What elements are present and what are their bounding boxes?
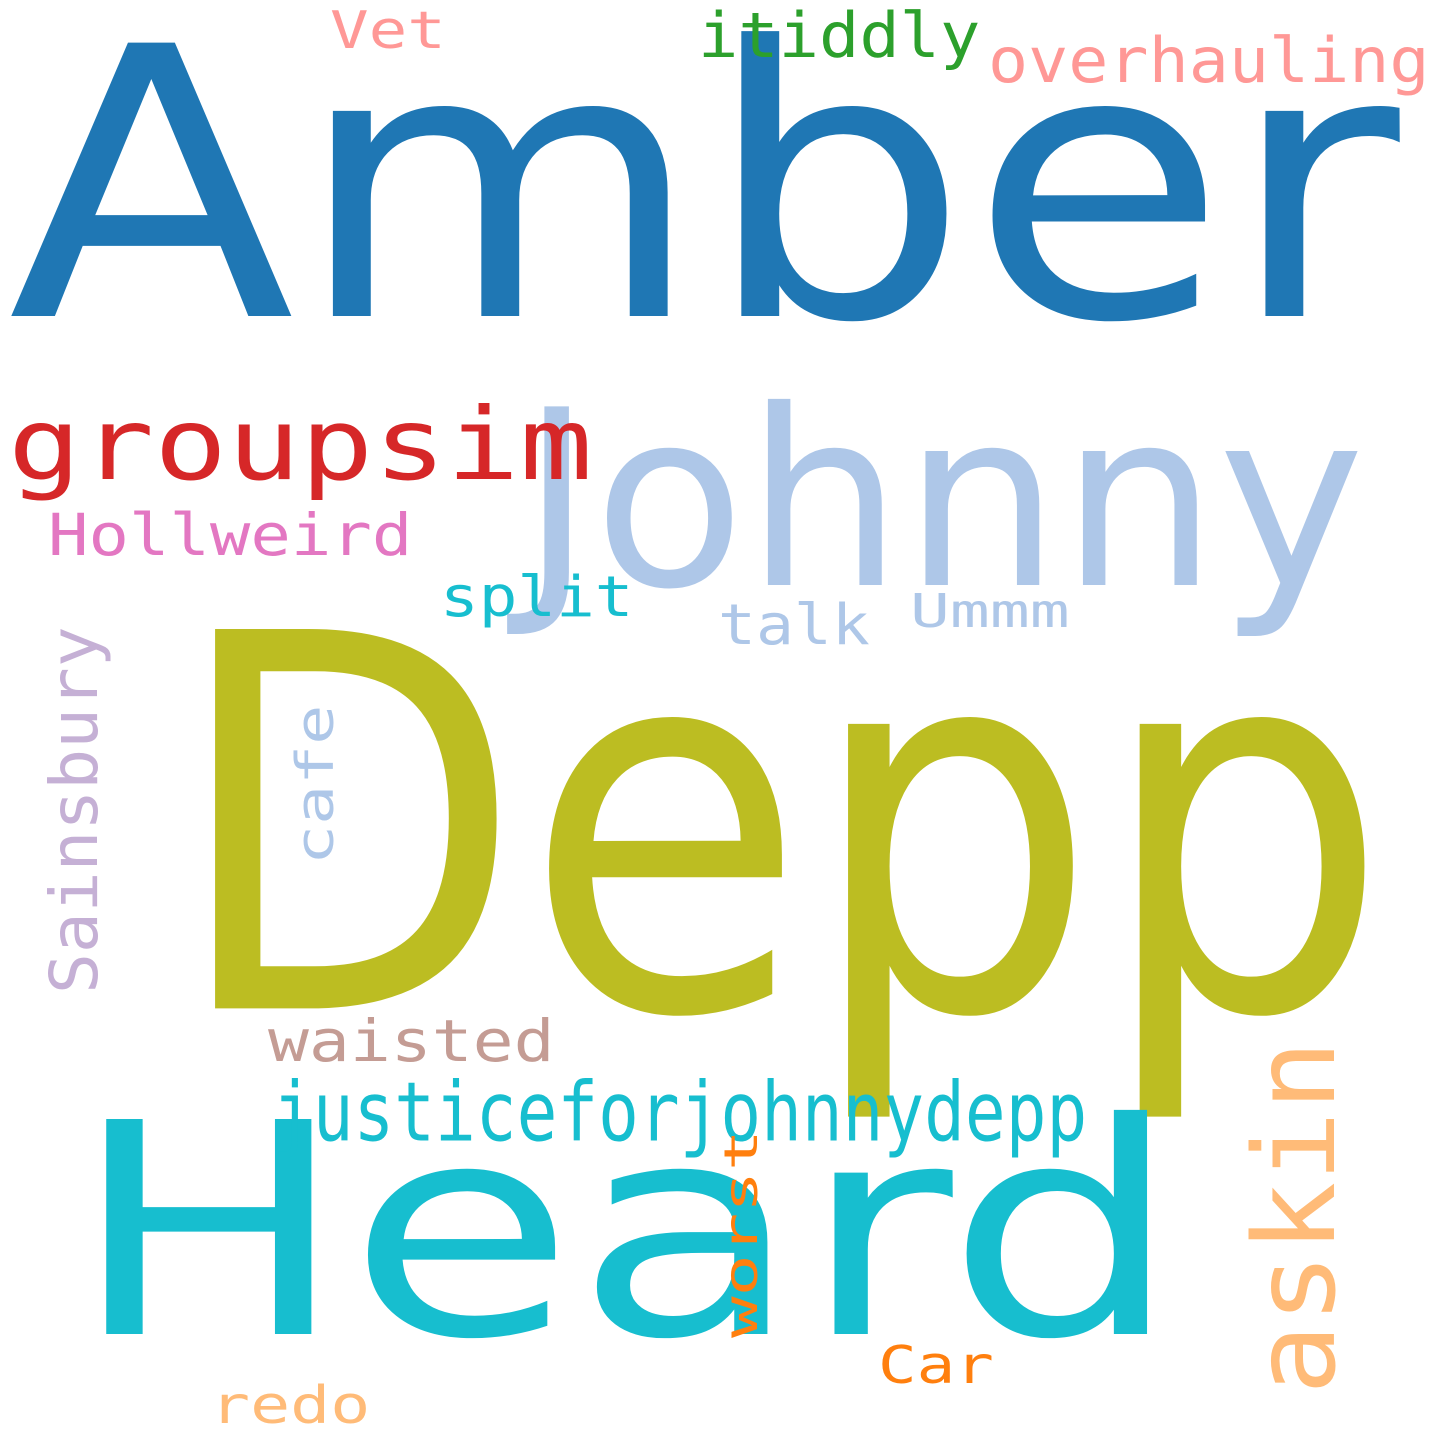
word-hollweird: Hollweird xyxy=(48,501,413,569)
word-overhauling: overhauling xyxy=(988,24,1430,97)
word-askin: askin xyxy=(1231,1039,1361,1395)
word-ummm: Ummm xyxy=(910,584,1070,638)
word-split: split xyxy=(440,565,634,630)
word-johnny: Johnny xyxy=(520,358,1365,643)
word-depp: Depp xyxy=(170,526,1390,1132)
word-waisted: waisted xyxy=(268,1007,555,1075)
word-cafe: cafe xyxy=(286,704,346,865)
word-talk: talk xyxy=(718,593,870,658)
word-car: Car xyxy=(878,1336,994,1396)
word-worst: worst xyxy=(714,1129,768,1338)
word-amber: Amber xyxy=(8,0,1400,405)
word-redo: redo xyxy=(210,1376,371,1436)
word-itiddly: itiddly xyxy=(698,0,981,72)
word-vet: Vet xyxy=(330,1,446,61)
word-heard: Heard xyxy=(70,1060,1181,1404)
word-groupsim: groupsim xyxy=(8,386,593,503)
word-justiceforjohnnydepp: justiceforjohnnydepp xyxy=(272,1064,1088,1161)
word-sainsbury: Sainsbury xyxy=(36,626,113,994)
